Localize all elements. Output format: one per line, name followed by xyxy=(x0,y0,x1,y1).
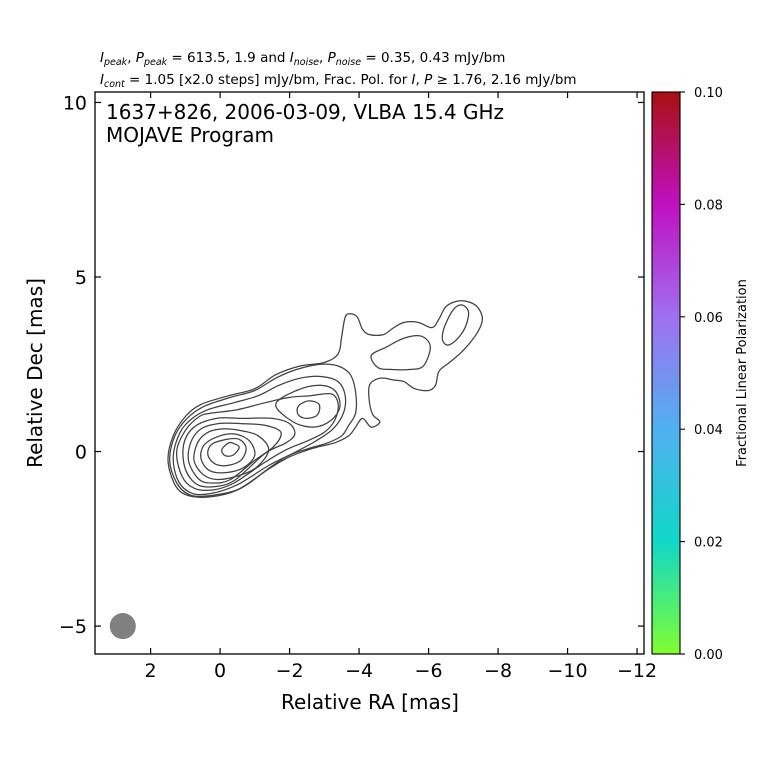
colorbar-tick-label: 0.00 xyxy=(694,648,723,663)
header-p-noise: 0.43 xyxy=(420,50,450,66)
x-tick-label: 2 xyxy=(145,660,157,682)
colorbar-tick-label: 0.10 xyxy=(694,86,723,101)
beam-ellipse xyxy=(109,612,136,640)
x-tick-label: −12 xyxy=(617,660,657,682)
header-i-peak: 613.5 xyxy=(187,50,226,66)
header-i-sub: peak xyxy=(103,57,128,68)
contour-9 xyxy=(167,300,484,498)
contour-10 xyxy=(441,304,470,346)
colorbar-tick-label: 0.08 xyxy=(694,198,723,213)
colorbar-label: Fractional Linear Polarization xyxy=(735,279,750,467)
x-tick-label: −8 xyxy=(484,660,512,682)
contour-11 xyxy=(370,335,431,371)
header-i-noise: 0.35 xyxy=(381,50,411,66)
contour-8 xyxy=(169,363,358,497)
contour-3 xyxy=(193,428,270,481)
colorbar-tick-label: 0.02 xyxy=(694,536,723,551)
header-i-cont: 1.05 xyxy=(145,72,175,88)
contour-layer xyxy=(167,300,484,498)
y-tick-label: 0 xyxy=(75,442,87,464)
contour-4 xyxy=(187,422,282,484)
contour-2 xyxy=(200,433,256,474)
x-tick-label: −4 xyxy=(345,660,373,682)
x-axis-label: Relative RA [mas] xyxy=(281,690,459,714)
y-tick-label: 10 xyxy=(63,92,87,114)
contour-0 xyxy=(221,441,240,457)
contour-5 xyxy=(182,417,296,488)
header-i-thresh: 1.76 xyxy=(452,72,482,88)
colorbar-tick-label: 0.06 xyxy=(694,311,723,326)
x-tick-label: −6 xyxy=(415,660,443,682)
contour-6 xyxy=(176,392,339,491)
x-tick-label: 0 xyxy=(214,660,226,682)
beam-layer xyxy=(109,612,136,640)
contour-12 xyxy=(296,400,321,420)
header-line-2: Icont = 1.05 [x2.0 steps] mJy/bm, Frac. … xyxy=(100,72,577,90)
contour-7 xyxy=(172,375,347,496)
map-title-line-2: MOJAVE Program xyxy=(106,123,274,147)
header-steps: x2.0 steps xyxy=(184,72,254,88)
header-i-symbol: I xyxy=(100,50,104,66)
colorbar xyxy=(651,91,681,655)
colorbar-ticks: 0.00 0.02 0.04 0.06 0.08 0.10 xyxy=(680,86,723,663)
y-axis-label: Relative Dec [mas] xyxy=(23,278,47,468)
contour-13 xyxy=(275,384,341,428)
y-tick-label: 5 xyxy=(75,267,87,289)
x-tick-label: −2 xyxy=(276,660,304,682)
contour-1 xyxy=(207,437,247,467)
header-p-peak: 1.9 xyxy=(234,50,255,66)
plot-area xyxy=(94,91,645,655)
header-p-thresh: 2.16 xyxy=(491,72,521,88)
map-title-line-1: 1637+826, 2006-03-09, VLBA 15.4 GHz xyxy=(106,100,504,124)
colorbar-tick-label: 0.04 xyxy=(694,423,723,438)
axis-ticks: 2 0 −2 −4 −6 −8 −10 −12 10 5 0 −5 xyxy=(59,92,657,682)
y-tick-label: −5 xyxy=(59,616,87,638)
x-tick-label: −10 xyxy=(548,660,588,682)
header-line-1: Ipeak, Ppeak = 613.5, 1.9 and Inoise, Pn… xyxy=(100,50,505,68)
